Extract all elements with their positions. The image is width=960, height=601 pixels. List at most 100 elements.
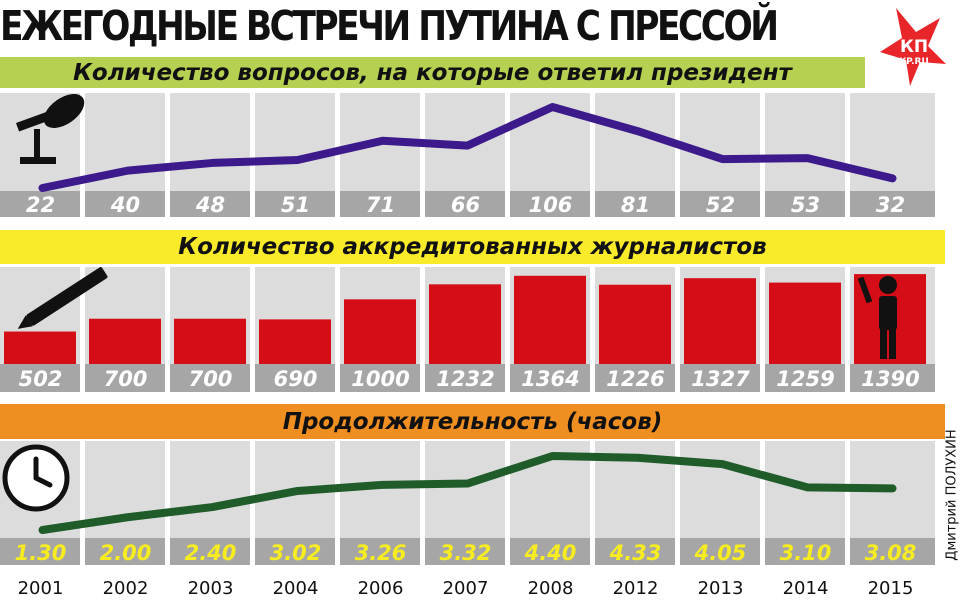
data-label: 2.40: [185, 541, 237, 565]
bar: [769, 282, 841, 364]
data-label: 51: [281, 193, 310, 217]
column-separator: [675, 441, 680, 538]
bar: [4, 331, 76, 364]
column-separator: [590, 93, 595, 191]
column-separator: [250, 267, 255, 364]
band-separator: [760, 364, 765, 392]
band-separator: [165, 364, 170, 392]
column-separator: [760, 267, 765, 364]
column-separator: [250, 441, 255, 538]
data-label: 52: [706, 193, 735, 217]
data-point: [124, 167, 131, 174]
data-label: 3.08: [865, 541, 917, 565]
data-label: 81: [621, 193, 650, 217]
data-label: 1232: [436, 367, 494, 391]
data-point: [39, 185, 46, 191]
data-label: 1364: [521, 367, 579, 391]
year-tick-label: 2014: [783, 578, 829, 599]
data-label: 106: [529, 193, 573, 217]
data-point: [379, 137, 386, 144]
pen-icon: [17, 267, 108, 329]
logo-main-text: КП: [900, 37, 928, 57]
band-separator: [165, 538, 170, 565]
band-separator: [845, 538, 850, 565]
column-separator: [420, 267, 425, 364]
column-separator: [165, 93, 170, 191]
band-separator: [590, 538, 595, 565]
column-separator: [250, 93, 255, 191]
data-point: [804, 484, 811, 491]
data-label: 71: [366, 193, 395, 217]
band-separator: [250, 191, 255, 217]
data-point: [634, 454, 641, 461]
value-label-band: [0, 364, 935, 392]
column-separator: [80, 267, 85, 364]
column-separator: [420, 441, 425, 538]
year-tick-label: 2006: [358, 578, 404, 599]
column-separator: [505, 93, 510, 191]
data-point: [209, 159, 216, 166]
band-separator: [760, 191, 765, 217]
bar: [429, 284, 501, 364]
band-separator: [675, 364, 680, 392]
logo-sub-text: KP.RU: [899, 57, 929, 67]
band-separator: [505, 191, 510, 217]
column-separator: [760, 93, 765, 191]
year-tick-label: 2003: [188, 578, 234, 599]
year-tick-label: 2001: [18, 578, 64, 599]
year-tick-label: 2015: [868, 578, 914, 599]
data-point: [549, 104, 556, 110]
data-point: [294, 157, 301, 164]
data-label: 4.05: [694, 541, 747, 565]
data-label: 48: [195, 193, 225, 217]
column-separator: [335, 93, 340, 191]
column-separator: [590, 441, 595, 538]
column-separator: [590, 267, 595, 364]
band-separator: [420, 538, 425, 565]
column-separator: [675, 267, 680, 364]
bar: [259, 319, 331, 364]
data-label: 3.10: [780, 541, 832, 565]
band-separator: [420, 191, 425, 217]
data-label: 4.40: [524, 541, 577, 565]
column-separator: [165, 267, 170, 364]
clock-icon: [2, 444, 70, 512]
value-label-band: [0, 191, 935, 217]
band-separator: [335, 364, 340, 392]
data-label: 1000: [351, 367, 409, 391]
band-separator: [845, 364, 850, 392]
band-separator: [335, 538, 340, 565]
bar: [344, 299, 416, 364]
bar: [174, 318, 246, 364]
band-separator: [505, 538, 510, 565]
year-tick-label: 2007: [443, 578, 489, 599]
data-label: 22: [26, 193, 55, 217]
column-separator: [80, 93, 85, 191]
band-separator: [420, 364, 425, 392]
band-separator: [845, 191, 850, 217]
column-separator: [165, 441, 170, 538]
column-separator: [80, 441, 85, 538]
column-separator: [505, 441, 510, 538]
data-point: [464, 142, 471, 149]
data-point: [294, 487, 301, 494]
data-point: [889, 175, 896, 182]
data-point: [379, 481, 386, 488]
year-tick-label: 2012: [613, 578, 659, 599]
band-separator: [590, 191, 595, 217]
band-separator: [675, 191, 680, 217]
band-separator: [505, 364, 510, 392]
author-credit: Дмитрий ПОЛУХИН: [944, 429, 960, 561]
column-separator: [845, 267, 850, 364]
column-separator: [505, 267, 510, 364]
data-label: 690: [274, 367, 318, 391]
raised-hand-person-icon: [857, 276, 897, 359]
data-label: 1.30: [15, 541, 67, 565]
column-separator: [760, 441, 765, 538]
data-label: 2.00: [100, 541, 152, 565]
data-label: 700: [104, 367, 148, 391]
year-tick-label: 2002: [103, 578, 149, 599]
questions-chart: 22 40 48 51 71 66 106 81 52 53 32: [0, 93, 935, 217]
year-tick-label: 2008: [528, 578, 574, 599]
column-separator: [335, 267, 340, 364]
